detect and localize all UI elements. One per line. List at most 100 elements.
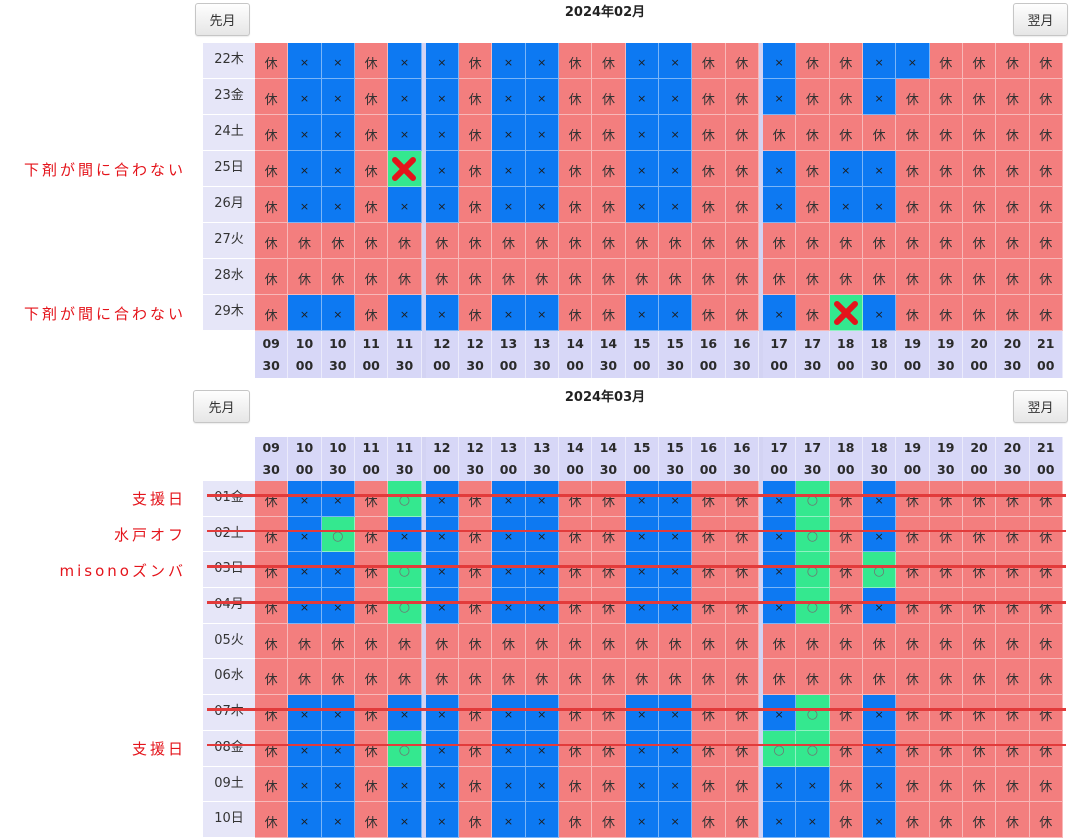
time-minute-label: 00	[1037, 357, 1055, 373]
time-slot-cell: ×	[625, 802, 659, 838]
time-header-cell: 15 30	[658, 437, 693, 481]
time-header-cell: 14 00	[558, 331, 593, 378]
column-separator	[758, 695, 763, 731]
time-hour-label: 18	[870, 335, 888, 351]
time-slot-cell: 休	[354, 516, 389, 553]
slot-status-text: 休	[839, 93, 853, 108]
time-slot-cell[interactable]: ○	[388, 481, 422, 517]
time-hour-label: 21	[1037, 335, 1055, 351]
slot-status-text: ×	[874, 707, 884, 721]
time-slot-cell[interactable]: ○	[796, 695, 830, 731]
time-slot-cell: 休	[558, 766, 593, 803]
slot-status-text: 休	[972, 494, 986, 510]
time-slot-cell: 休	[996, 223, 1030, 259]
time-slot-cell[interactable]: ○	[388, 730, 422, 767]
time-slot-cell: ×	[658, 766, 693, 803]
slot-status-text: 休	[972, 816, 986, 832]
time-slot-cell: 休	[354, 187, 389, 223]
day-label: 01金	[203, 481, 255, 517]
column-separator	[421, 659, 426, 696]
slot-status-text: ○	[398, 599, 411, 615]
time-slot-cell: 休	[1029, 623, 1063, 660]
time-slot-cell: 休	[996, 552, 1030, 589]
slot-status-text: 休	[364, 780, 378, 796]
time-slot-cell[interactable]: ○	[388, 588, 422, 624]
slot-status-text: 休	[972, 129, 986, 144]
time-slot-cell: ×	[625, 695, 659, 731]
slot-status-text: ○	[806, 528, 819, 544]
slot-status-text: ×	[537, 565, 547, 579]
day-label: 26月	[203, 187, 255, 223]
time-slot-cell[interactable]: ○	[796, 730, 830, 767]
time-minute-label: 00	[499, 462, 518, 477]
slot-status-text: ×	[774, 308, 784, 321]
time-slot-cell[interactable]: ○	[796, 481, 830, 517]
next-month-button[interactable]: 翌月	[1013, 3, 1068, 36]
time-slot-cell: 休	[558, 79, 593, 115]
time-slot-cell: 休	[692, 223, 726, 259]
time-slot-cell: 休	[354, 552, 389, 589]
time-hour-label: 12	[466, 335, 484, 351]
time-header-cell: 12 00	[425, 437, 459, 481]
time-hour-label: 14	[566, 440, 584, 455]
time-slot-cell: ×	[425, 115, 459, 151]
column-separator	[421, 695, 426, 731]
slot-status-text: ×	[399, 56, 410, 69]
time-slot-cell: ×	[288, 766, 322, 803]
time-slot-cell[interactable]: ○	[862, 552, 897, 589]
time-slot-cell: ×	[525, 588, 559, 624]
next-month-button[interactable]: 翌月	[1013, 390, 1068, 423]
time-slot-cell: 休	[692, 588, 726, 624]
slot-status-text: 休	[735, 601, 749, 617]
time-slot-cell: 休	[896, 151, 930, 187]
time-slot-cell[interactable]: ○	[388, 552, 422, 589]
time-slot-cell[interactable]: ○	[321, 516, 355, 553]
time-slot-cell[interactable]: ○	[796, 516, 830, 553]
slot-status-text: 休	[468, 129, 482, 144]
prev-month-button[interactable]: 先月	[193, 390, 250, 423]
time-hour-label: 13	[533, 440, 551, 455]
time-slot-cell: 休	[458, 730, 493, 767]
slot-status-text: 休	[1005, 201, 1019, 216]
slot-status-text: 休	[264, 237, 278, 252]
slot-status-text: 休	[468, 673, 482, 689]
slot-status-text: 休	[735, 129, 749, 144]
time-hour-label: 14	[599, 440, 618, 455]
time-slot-cell: ×	[625, 295, 659, 331]
time-slot-cell: 休	[458, 259, 493, 295]
time-slot-cell: ×	[288, 802, 322, 838]
prev-month-button[interactable]: 先月	[195, 3, 250, 36]
slot-status-text: 休	[364, 637, 378, 653]
slot-status-text: ×	[503, 779, 514, 793]
time-slot-cell[interactable]: ○	[796, 588, 830, 624]
time-slot-cell: 休	[725, 552, 759, 589]
time-slot-cell: 休	[725, 802, 759, 838]
slot-status-text: ×	[874, 56, 884, 69]
time-hour-label: 17	[770, 440, 788, 455]
time-minute-label: 30	[937, 357, 955, 373]
slot-status-text: 休	[1005, 673, 1019, 689]
time-slot-cell: ×	[288, 115, 322, 151]
slot-status-text: 休	[501, 637, 515, 653]
slot-status-text: 休	[364, 237, 378, 252]
day-row: 06水休休休休休休休休休休休休休休休休休休休休休休休休	[203, 659, 1063, 696]
time-slot-cell[interactable]: ○	[796, 552, 830, 589]
time-slot-cell[interactable]	[829, 295, 863, 331]
time-slot-cell[interactable]: ○	[762, 730, 797, 767]
time-slot-cell: ×	[388, 79, 422, 115]
slot-status-text: ×	[537, 92, 547, 105]
slot-status-text: 休	[839, 237, 853, 252]
slot-status-text: 休	[1005, 637, 1019, 653]
time-slot-cell: 休	[725, 223, 759, 259]
slot-status-text: 休	[772, 273, 786, 288]
time-slot-cell: 休	[896, 295, 930, 331]
slot-status-text: 休	[468, 530, 482, 546]
slot-status-text: 休	[568, 744, 582, 760]
time-slot-cell: ×	[492, 481, 526, 517]
time-slot-cell: 休	[354, 695, 389, 731]
time-slot-cell: 休	[558, 187, 593, 223]
time-slot-cell[interactable]	[388, 151, 422, 187]
time-slot-cell: ×	[625, 481, 659, 517]
slot-status-text: ×	[333, 815, 343, 829]
annotation-note: 下剤が間に合わない	[23, 304, 186, 323]
